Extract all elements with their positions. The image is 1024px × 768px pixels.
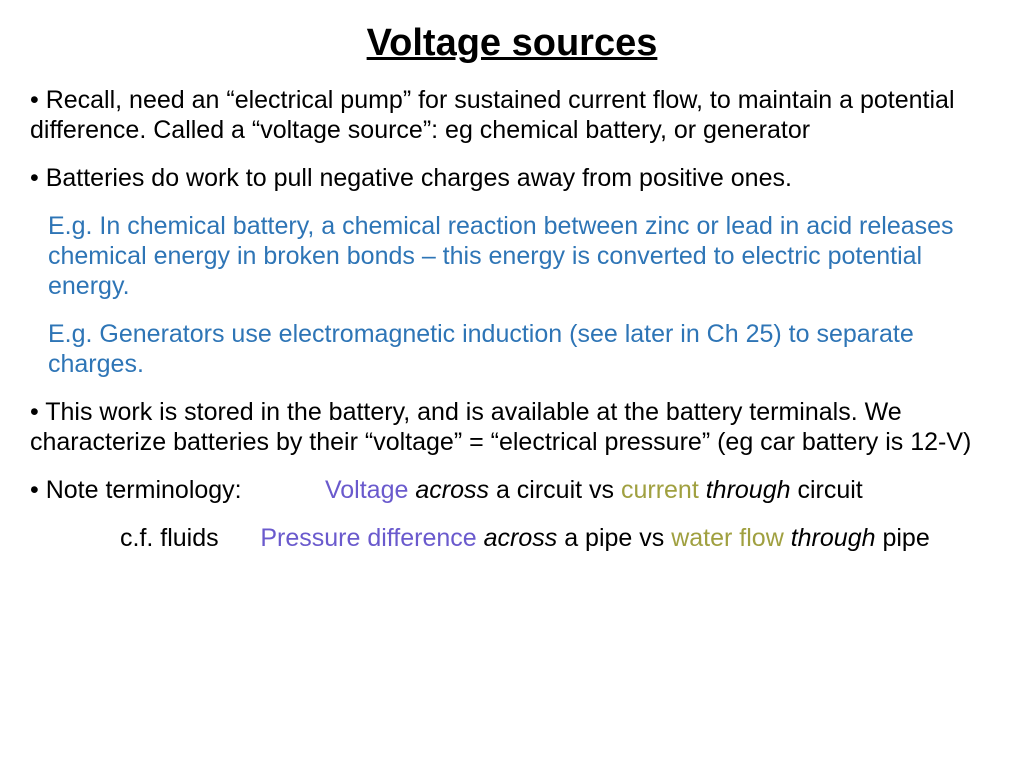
example-generators: E.g. Generators use electromagnetic indu…	[30, 319, 994, 379]
word-across-1: across	[408, 476, 496, 504]
word-water-flow: water flow	[671, 524, 784, 552]
example-generators-text: E.g. Generators use electromagnetic indu…	[48, 320, 914, 378]
slide-body: • Recall, need an “electrical pump” for …	[30, 85, 994, 553]
word-pipe-1: a pipe vs	[564, 524, 671, 552]
word-pipe-2: pipe	[882, 524, 929, 552]
word-across-2: across	[477, 524, 565, 552]
bullet-batteries-work: • Batteries do work to pull negative cha…	[30, 163, 994, 193]
word-through-2: through	[784, 524, 883, 552]
word-circuit-2: circuit	[797, 476, 862, 504]
slide-title: Voltage sources	[30, 22, 994, 65]
bullet-work-stored: • This work is stored in the battery, an…	[30, 397, 994, 457]
cf-prefix: c.f. fluids	[120, 524, 219, 552]
word-circuit-1: a circuit vs	[496, 476, 621, 504]
word-pressure-difference: Pressure difference	[260, 524, 476, 552]
bullet-recall: • Recall, need an “electrical pump” for …	[30, 85, 994, 145]
bullet-terminology: • Note terminology: Voltage across a cir…	[30, 475, 994, 505]
cf-fluids-line: c.f. fluids Pressure difference across a…	[30, 523, 994, 553]
terminology-prefix: • Note terminology:	[30, 476, 242, 504]
example-chemical-text: E.g. In chemical battery, a chemical rea…	[48, 212, 954, 300]
example-chemical-battery: E.g. In chemical battery, a chemical rea…	[30, 211, 994, 301]
word-current: current	[621, 476, 699, 504]
word-voltage: Voltage	[325, 476, 408, 504]
word-through-1: through	[699, 476, 798, 504]
